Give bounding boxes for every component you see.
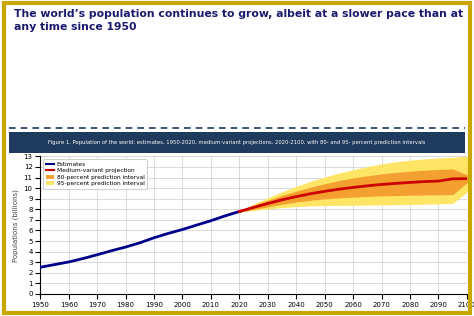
Medium-variant projection xyxy=(265,202,271,205)
Medium-variant projection xyxy=(237,210,242,213)
Medium-variant projection xyxy=(350,185,356,189)
Medium-variant projection xyxy=(450,177,456,181)
Estimates xyxy=(194,223,200,227)
Estimates xyxy=(208,219,214,222)
Estimates xyxy=(222,214,228,218)
Medium-variant projection xyxy=(421,180,427,184)
Estimates xyxy=(180,228,185,231)
Estimates xyxy=(165,232,171,235)
Line: Estimates: Estimates xyxy=(40,211,239,267)
Medium-variant projection xyxy=(251,205,256,209)
Estimates xyxy=(52,263,57,266)
Medium-variant projection xyxy=(336,187,342,191)
Medium-variant projection xyxy=(379,183,384,186)
Estimates xyxy=(80,257,86,260)
Estimates xyxy=(137,241,143,245)
Estimates xyxy=(151,236,157,240)
Estimates xyxy=(66,260,72,264)
Line: Medium-variant projection: Medium-variant projection xyxy=(239,179,467,211)
Medium-variant projection xyxy=(365,184,370,188)
Estimates xyxy=(109,249,114,252)
Y-axis label: Populations (billions): Populations (billions) xyxy=(13,189,19,262)
Legend: Estimates, Medium-variant projection, 80-percent prediction interval, 95-percent: Estimates, Medium-variant projection, 80… xyxy=(43,159,147,189)
Medium-variant projection xyxy=(308,192,313,196)
Text: The world’s population continues to grow, albeit at a slower pace than at
any ti: The world’s population continues to grow… xyxy=(14,9,464,32)
Medium-variant projection xyxy=(279,198,285,202)
Medium-variant projection xyxy=(436,179,441,183)
Estimates xyxy=(94,253,100,257)
Medium-variant projection xyxy=(393,181,399,185)
Medium-variant projection xyxy=(293,195,299,198)
Estimates xyxy=(237,210,242,213)
Medium-variant projection xyxy=(464,177,470,180)
Medium-variant projection xyxy=(322,189,328,193)
Estimates xyxy=(37,265,43,269)
Text: Figure 1. Population of the world: estimates, 1950-2020, medium-variant projecti: Figure 1. Population of the world: estim… xyxy=(48,140,426,145)
FancyBboxPatch shape xyxy=(9,132,465,153)
Medium-variant projection xyxy=(407,180,413,184)
Estimates xyxy=(123,245,128,249)
